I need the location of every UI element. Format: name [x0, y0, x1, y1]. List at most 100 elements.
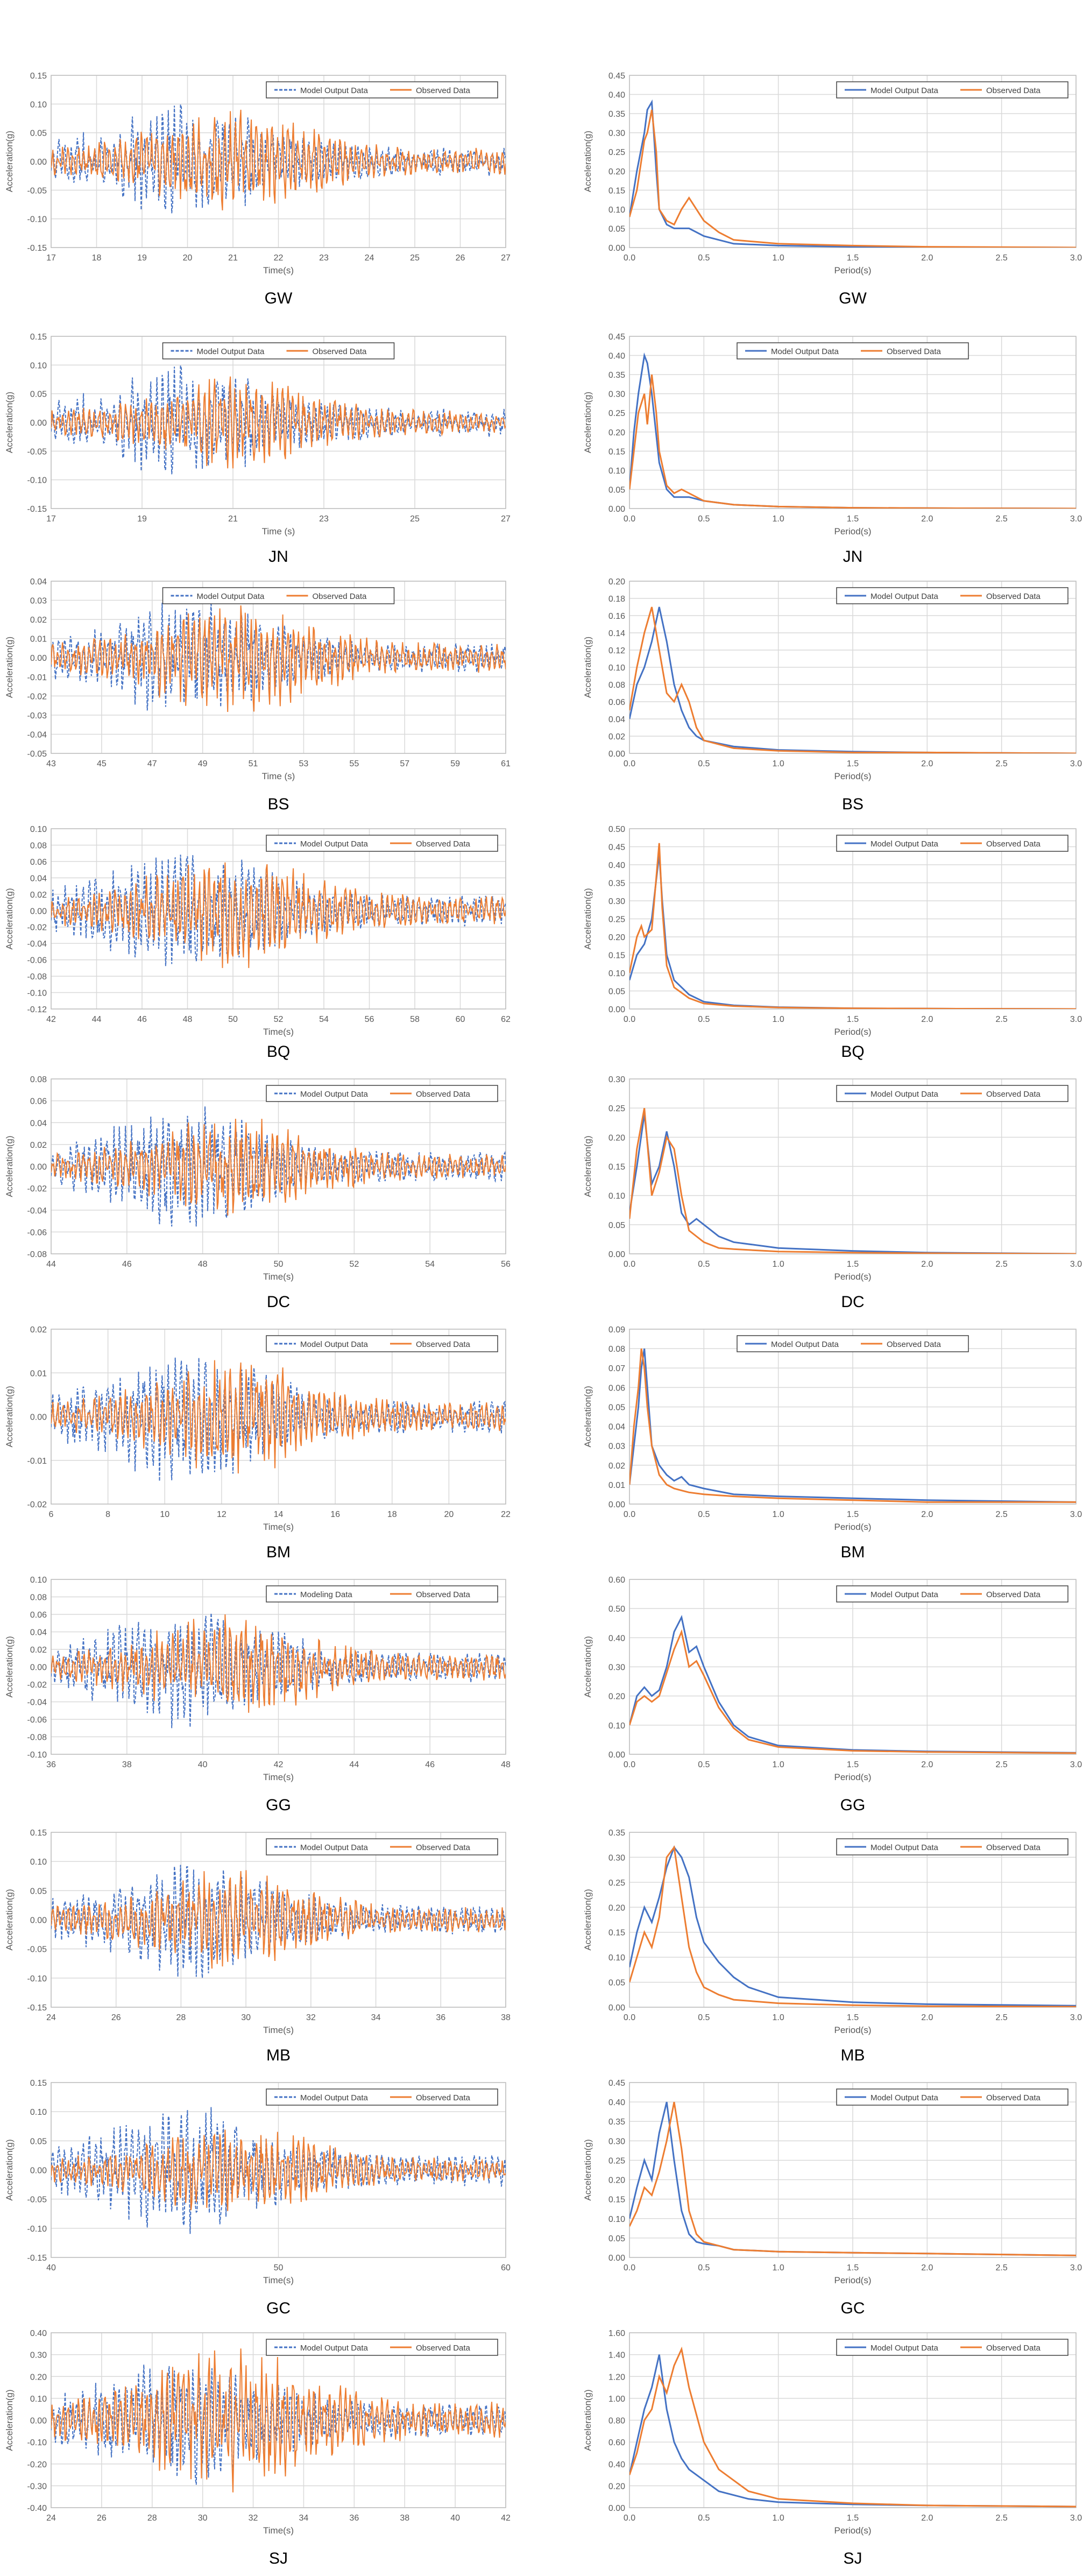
x-tick-label: 40 [46, 2263, 56, 2272]
y-tick-label: 0.05 [608, 1979, 625, 1988]
x-tick-label: 0.0 [624, 1760, 635, 1769]
y-axis-label: Acceleration(g) [583, 1889, 593, 1950]
legend-label: Model Output Data [870, 1090, 939, 1099]
x-tick-label: 56 [365, 1015, 374, 1024]
x-tick-label: 2.5 [996, 514, 1008, 524]
x-tick-label: 19 [137, 253, 147, 263]
x-tick-label: 17 [46, 253, 56, 263]
chart-gc-spectrum: 0.00 0.05 0.10 0.15 0.20 0.25 0.30 0.35 0.40 0.45… [570, 2074, 1087, 2290]
y-tick-label: -0.04 [27, 1206, 47, 1216]
series-line-observed [51, 2129, 506, 2211]
y-tick-label: 0.02 [30, 1646, 47, 1655]
y-tick-label: 0.06 [30, 1611, 47, 1620]
y-axis-label: Acceleration(g) [4, 2389, 15, 2451]
x-tick-label: 0.0 [624, 1015, 635, 1024]
x-axis-label: Time(s) [263, 2275, 294, 2285]
legend-label: Observed Data [986, 86, 1041, 95]
x-tick-label: 2.0 [921, 2514, 933, 2523]
x-tick-label: 36 [46, 1760, 56, 1769]
y-tick-label: -0.30 [27, 2482, 47, 2491]
y-tick-label: 0.45 [608, 72, 625, 81]
y-tick-label: 0.04 [30, 1119, 47, 1128]
chart-gg-time: -0.10 -0.08 -0.06 -0.04 -0.02 0.00 0.02 0.04 0.0… [0, 1571, 516, 1787]
x-axis-label: Period(s) [834, 526, 872, 537]
legend-label: Model Output Data [300, 2344, 369, 2353]
legend-label: Model Output Data [300, 1090, 369, 1099]
x-axis-label: Period(s) [834, 1772, 872, 1782]
legend: Model Output Data Observed Data [266, 2339, 498, 2356]
legend: Model Output Data Observed Data [266, 81, 498, 98]
y-tick-label: 0.40 [608, 861, 625, 870]
x-tick-label: 48 [198, 1260, 208, 1269]
y-tick-label: -0.15 [27, 2254, 47, 2263]
legend-label: Observed Data [986, 839, 1041, 849]
y-tick-label: 0.00 [608, 750, 625, 759]
y-axis-label: Acceleration(g) [583, 392, 593, 453]
x-axis-label: Time(s) [263, 265, 294, 276]
chart-sj-time: -0.40 -0.30 -0.20 -0.10 0.00 0.10 0.20 0.30 0.40… [0, 2325, 516, 2540]
y-axis-label: Acceleration(g) [4, 131, 15, 192]
legend-box [266, 1085, 498, 1102]
x-axis-label: Time(s) [263, 1272, 294, 1282]
legend-label: Observed Data [986, 1843, 1041, 1852]
y-tick-label: 0.05 [30, 129, 47, 138]
y-tick-label: 0.06 [608, 698, 625, 707]
y-tick-label: 0.01 [30, 1369, 47, 1378]
y-tick-label: 0.30 [30, 2351, 47, 2360]
x-tick-label: 0.0 [624, 253, 635, 263]
chart-svg: 0.00 0.05 0.10 0.15 0.20 0.25 0.30 0.35 0.40 0.45… [583, 825, 1082, 1037]
chart-bq-spectrum: 0.00 0.05 0.10 0.15 0.20 0.25 0.30 0.35 0.40 0.45… [570, 821, 1087, 1041]
chart-bq-time: -0.12 -0.10 -0.08 -0.06 -0.04 -0.02 0.00 0.02 0.… [0, 821, 516, 1041]
y-tick-label: 0.08 [30, 841, 47, 850]
legend-label: Observed Data [313, 347, 367, 356]
y-tick-label: 0.01 [608, 1481, 625, 1490]
y-tick-label: 0.35 [608, 110, 625, 119]
y-tick-label: 0.20 [608, 167, 625, 177]
x-tick-label: 1.5 [847, 1510, 859, 1519]
x-tick-label: 0.0 [624, 1510, 635, 1519]
y-tick-label: 0.10 [30, 1576, 47, 1585]
chart-svg: 0.00 0.05 0.10 0.15 0.20 0.25 0.30 0.35 0.0 0.5 1.… [583, 1829, 1082, 2035]
x-tick-label: 44 [46, 1260, 56, 1269]
legend-box [266, 1335, 498, 1352]
x-tick-label: 1.0 [773, 1760, 784, 1769]
legend-label: Model Output Data [870, 1590, 939, 1599]
chart-caption: DC [841, 1293, 865, 1311]
plot-frame [629, 2332, 1077, 2508]
y-tick-label: 0.03 [608, 1442, 625, 1451]
x-tick-label: 52 [274, 1015, 284, 1024]
y-tick-label: 0.00 [30, 654, 47, 663]
y-tick-label: 0.07 [608, 1364, 625, 1373]
legend-label: Model Output Data [300, 1843, 369, 1852]
plot-frame [629, 1329, 1077, 1505]
legend-box [836, 835, 1068, 852]
y-tick-label: 0.05 [608, 485, 625, 495]
x-tick-label: 60 [456, 1015, 465, 1024]
legend-label: Model Output Data [870, 2344, 939, 2353]
x-tick-label: 1.5 [847, 1260, 859, 1269]
y-tick-label: -0.10 [27, 2225, 47, 2234]
x-tick-label: 0.5 [698, 253, 710, 263]
x-tick-label: 49 [198, 759, 208, 768]
y-tick-label: 0.10 [30, 2395, 47, 2404]
y-tick-label: 0.80 [608, 2417, 625, 2426]
x-tick-label: 1.5 [847, 253, 859, 263]
y-axis-label: Acceleration(g) [583, 131, 593, 192]
plot-frame [629, 1832, 1077, 2008]
plot-frame [51, 1579, 506, 1755]
y-tick-label: -0.08 [27, 1250, 47, 1259]
y-axis-label: Acceleration(g) [4, 888, 15, 949]
y-tick-label: 0.15 [30, 1829, 47, 1838]
y-tick-label: 0.15 [608, 951, 625, 961]
chart-caption: GG [840, 1796, 866, 1814]
legend-label: Model Output Data [771, 347, 839, 356]
chart-svg: -0.15 -0.10 -0.05 0.00 0.05 0.10 0.15 40 50 60 Tim… [4, 2079, 511, 2285]
y-tick-label: 0.04 [30, 577, 47, 587]
y-tick-label: -0.05 [27, 2196, 47, 2205]
x-tick-label: 3.0 [1070, 1260, 1082, 1269]
x-tick-label: 3.0 [1070, 1760, 1082, 1769]
legend-box [266, 1838, 498, 1855]
y-tick-label: 0.45 [608, 843, 625, 852]
legend-box [836, 1585, 1068, 1603]
x-axis-label: Time(s) [263, 2525, 294, 2536]
